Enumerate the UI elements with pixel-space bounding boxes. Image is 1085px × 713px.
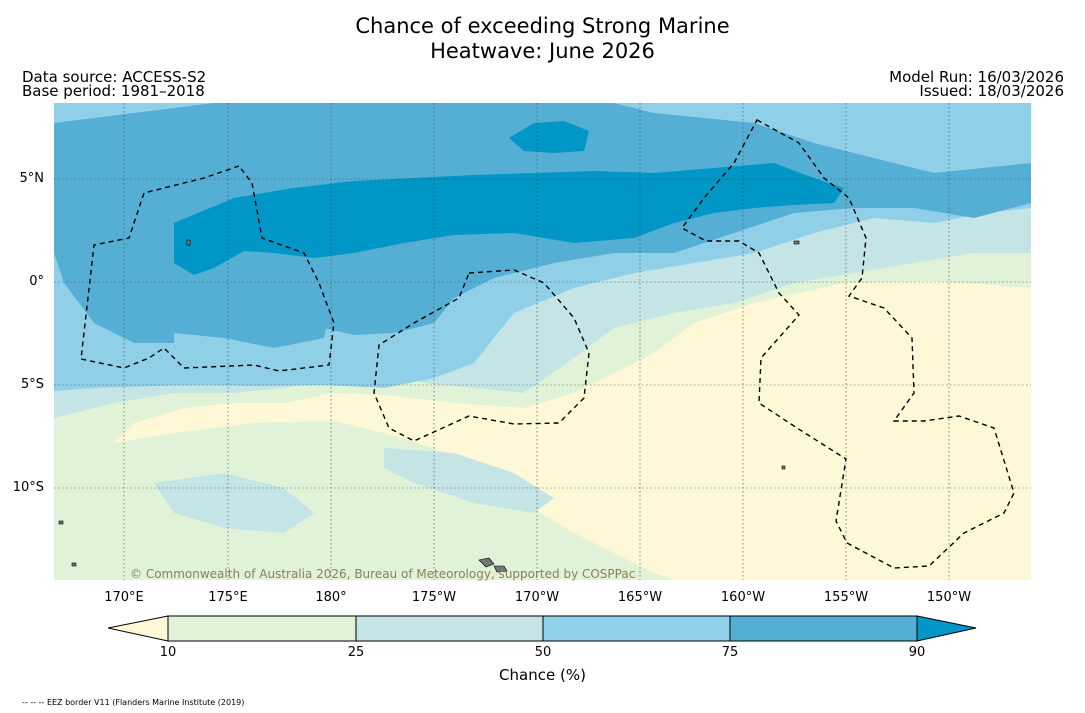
colorbar-title: Chance (%)	[499, 666, 586, 684]
eez-footnote: -- -- -- EEZ border V11 (Flanders Marine…	[22, 698, 245, 707]
chart-title: Chance of exceeding Strong Marine Heatwa…	[0, 14, 1085, 64]
island-samoa-2	[493, 565, 508, 573]
lon-label-155w: 155°W	[823, 590, 869, 605]
model-run: Model Run: 16/03/2026	[889, 68, 1064, 86]
lon-label-180: 180°	[315, 590, 347, 605]
lon-label-165w: 165°W	[617, 590, 663, 605]
colorbar-tick-75: 75	[721, 645, 739, 660]
lat-label-0: 0°	[29, 274, 44, 289]
colorbar-tick-10: 10	[159, 645, 177, 660]
lon-label-175w: 175°W	[411, 590, 457, 605]
eez-kiribati-phoenix	[373, 269, 590, 442]
zone-above-90	[174, 163, 844, 275]
lat-label-10s: 10°S	[12, 480, 44, 495]
lon-label-160w: 160°W	[720, 590, 766, 605]
eez-borders	[80, 119, 1015, 569]
island-dot-2	[71, 562, 77, 567]
copyright-notice: © Commonwealth of Australia 2026, Bureau…	[130, 567, 636, 581]
colorbar-bin-25-50	[355, 615, 544, 642]
title-line-1: Chance of exceeding Strong Marine	[355, 14, 730, 38]
eez-kiribati-gilbert	[80, 165, 335, 372]
lat-label-5n: 5°N	[19, 171, 45, 186]
lon-label-170w: 170°W	[514, 590, 560, 605]
heatwave-probability-map	[54, 103, 1031, 580]
zone-above-90-north-patch	[509, 121, 589, 153]
islands	[58, 239, 800, 573]
colorbar-bin-10-25	[167, 615, 357, 642]
island-dot-5	[781, 465, 786, 470]
colorbar-extend-high	[916, 615, 977, 642]
eez-kiribati-line	[680, 119, 1015, 569]
lon-label-150w: 150°W	[926, 590, 972, 605]
island-dot-3	[186, 239, 191, 246]
colorbar	[108, 615, 977, 642]
lon-label-175e: 175°E	[208, 590, 248, 605]
data-source: Data source: ACCESS-S2	[22, 68, 207, 86]
colorbar-tick-25: 25	[347, 645, 365, 660]
map-canvas	[54, 103, 1031, 580]
colorbar-tick-50: 50	[534, 645, 552, 660]
island-samoa	[478, 557, 495, 568]
lon-label-170e: 170°E	[104, 590, 144, 605]
zone-25-50-patch-2	[384, 448, 554, 513]
island-dot-4	[793, 240, 800, 245]
lat-label-5s: 5°S	[20, 377, 44, 392]
colorbar-bin-50-75	[542, 615, 731, 642]
colorbar-tick-90: 90	[908, 645, 926, 660]
base-period: Base period: 1981–2018	[22, 82, 205, 100]
title-line-2: Heatwave: June 2026	[430, 39, 655, 63]
model-run-info: Model Run: 16/03/2026 Issued: 18/03/2026	[889, 68, 1064, 100]
issued-date: Issued: 18/03/2026	[919, 82, 1064, 100]
colorbar-bin-75-90	[729, 615, 918, 642]
zone-10-25-south	[54, 421, 674, 580]
island-dot-1	[58, 520, 64, 525]
colorbar-extend-low	[108, 615, 169, 642]
data-source-info: Data source: ACCESS-S2 Base period: 1981…	[22, 68, 207, 100]
